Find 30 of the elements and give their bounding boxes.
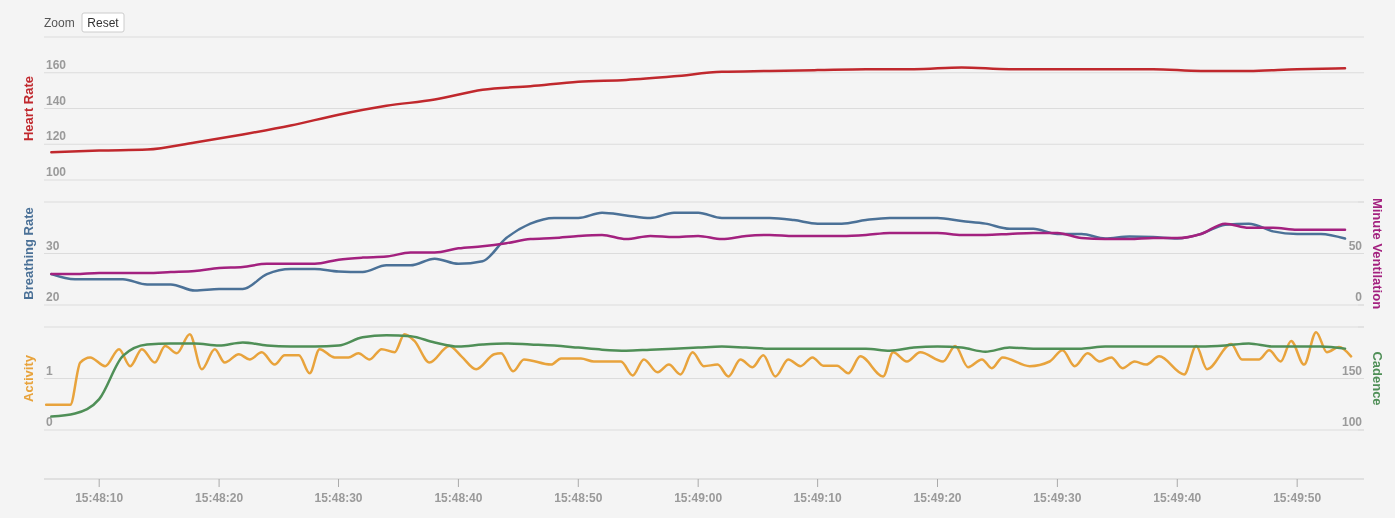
y2-tick-label: 100 — [1341, 415, 1363, 429]
x-tick-label: 15:48:20 — [195, 491, 244, 505]
y-tick-label: 100 — [46, 165, 67, 179]
y-tick-label: 30 — [46, 238, 60, 253]
x-tick-label: 15:48:50 — [554, 491, 603, 505]
y-axis-title: Breathing Rate — [21, 207, 36, 300]
x-tick-label: 15:48:10 — [75, 491, 124, 505]
y2-axis-title: Cadence — [1370, 351, 1385, 406]
x-tick-label: 15:49:10 — [793, 491, 842, 505]
y-tick-label: 0 — [46, 415, 53, 429]
x-tick-label: 15:49:20 — [913, 491, 962, 505]
x-tick-label: 15:49:50 — [1273, 491, 1322, 505]
x-tick-label: 15:48:30 — [314, 491, 363, 505]
y-axis-title: Activity — [21, 354, 36, 402]
x-tick-label: 15:48:40 — [434, 491, 483, 505]
y-tick-label: 1 — [46, 363, 53, 378]
y2-tick-label: 0 — [1355, 290, 1363, 304]
y2-tick-label: 150 — [1341, 363, 1363, 378]
y2-axis-title: Minute Ventilation — [1370, 197, 1385, 310]
x-tick-label: 15:49:00 — [674, 491, 723, 505]
x-tick-label: 15:49:40 — [1153, 491, 1202, 505]
y-tick-label: 20 — [46, 290, 60, 304]
y2-tick-label: 50 — [1348, 238, 1363, 253]
text: Zoom — [44, 16, 75, 30]
x-tick-label: 15:49:30 — [1033, 491, 1082, 505]
y-tick-label: 140 — [46, 93, 67, 108]
y-tick-label: 160 — [46, 57, 67, 72]
y-tick-label: 120 — [46, 129, 67, 144]
y-axis-title: Heart Rate — [21, 75, 36, 142]
reset-button: Reset — [81, 12, 125, 33]
